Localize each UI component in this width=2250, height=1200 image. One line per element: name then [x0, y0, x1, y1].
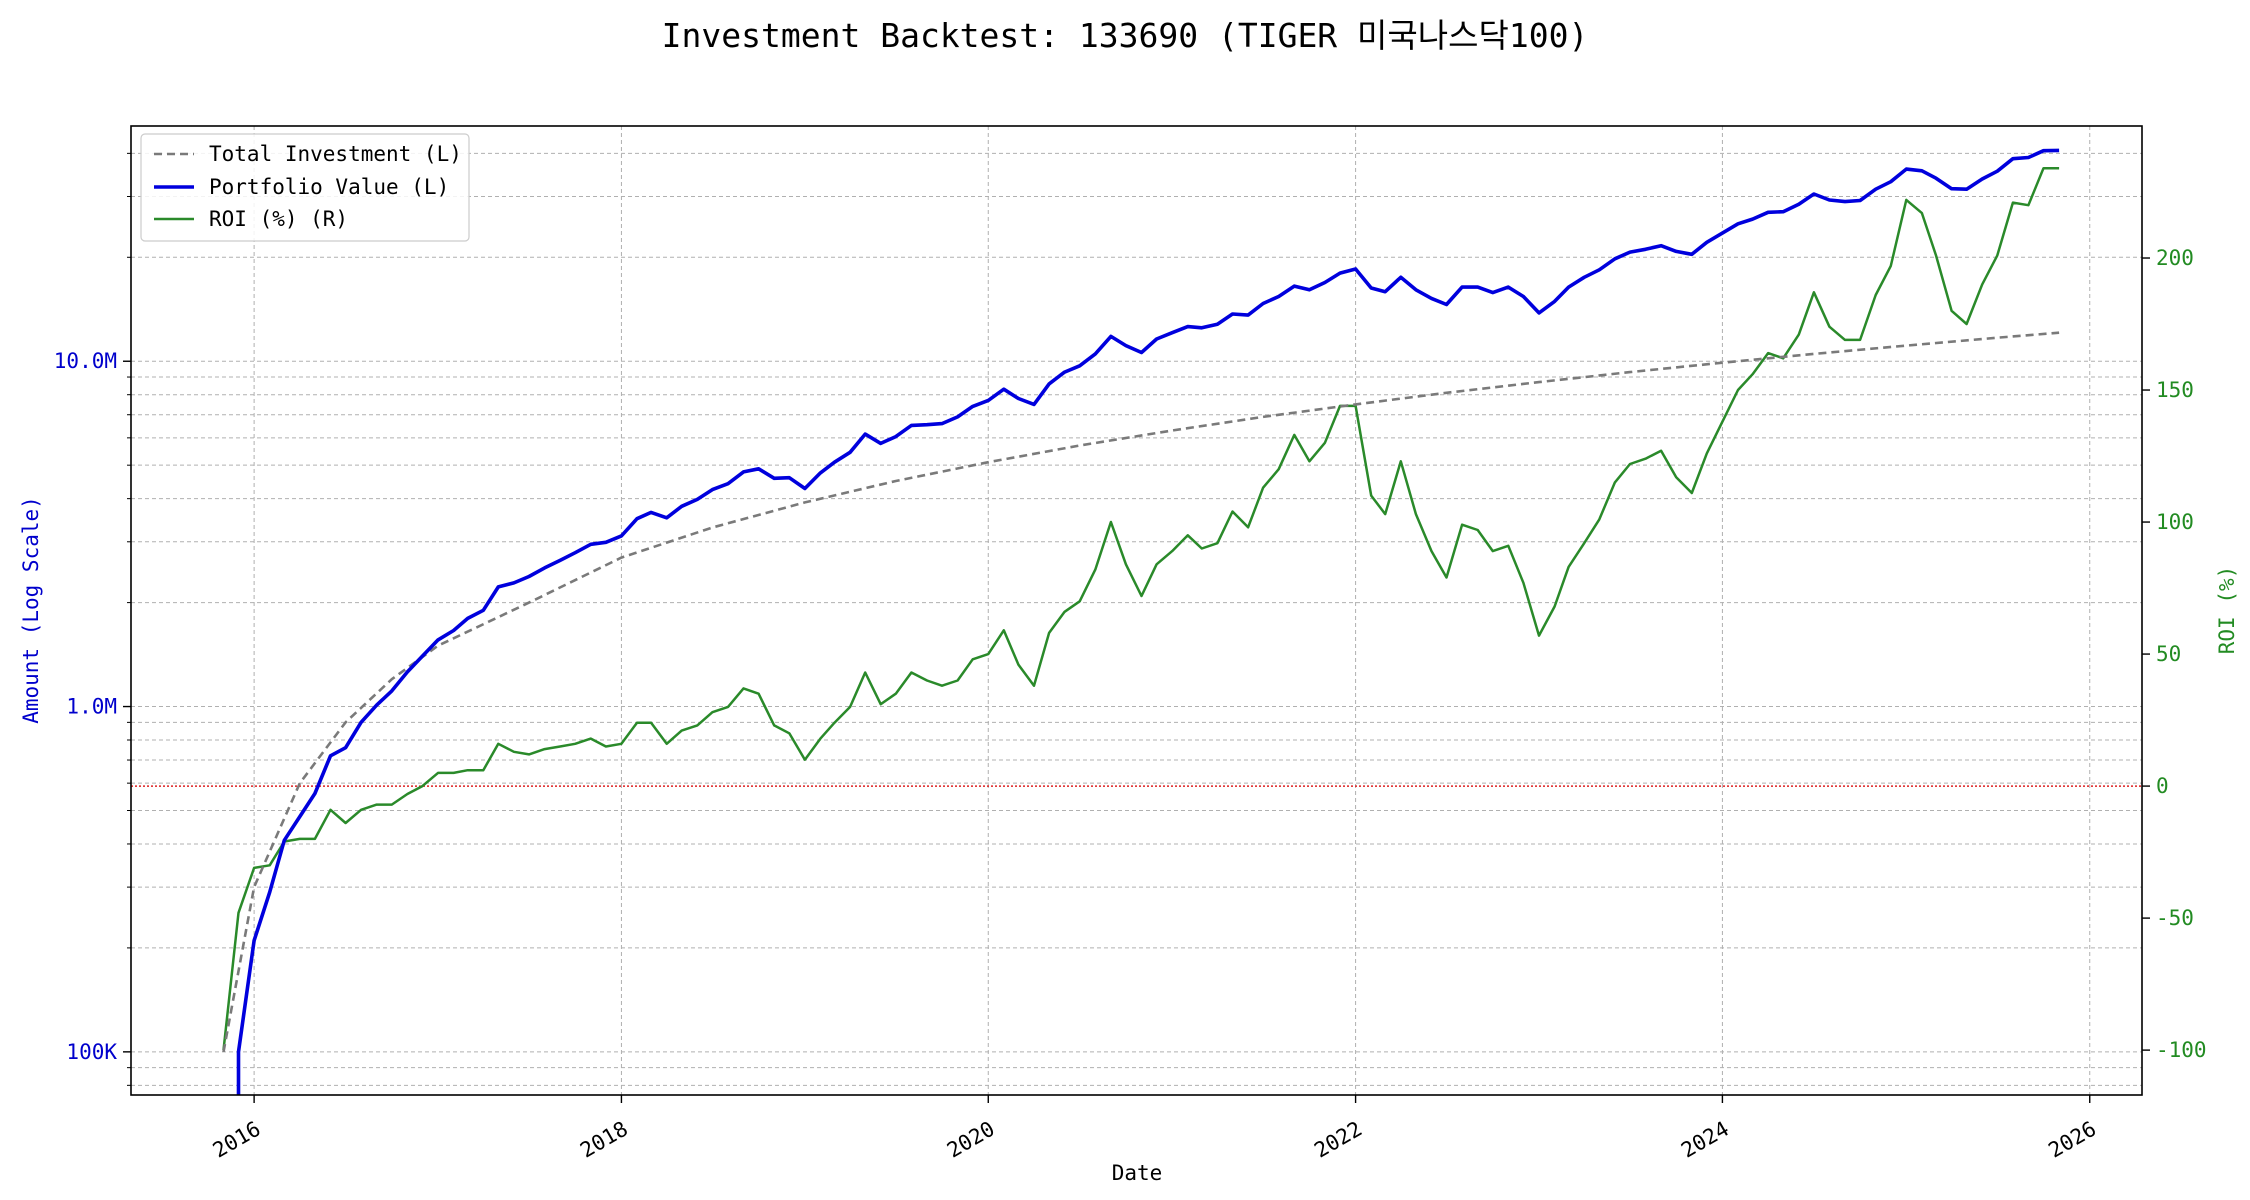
right-tick-label: 50 — [2156, 642, 2181, 666]
right-tick-label: 0 — [2156, 774, 2169, 798]
right-tick-label: -50 — [2156, 906, 2194, 930]
total-investment-line — [222, 331, 2060, 1053]
chart-title: Investment Backtest: 133690 (TIGER 미국나스닥… — [662, 16, 1589, 55]
legend-label-portfolio-value: Portfolio Value (L) — [209, 175, 449, 199]
legend-label-roi: ROI (%) (R) — [209, 207, 348, 231]
left-tick-label: 1.0M — [66, 695, 117, 719]
right-tick-label: 200 — [2156, 246, 2194, 270]
legend: Total Investment (L) Portfolio Value (L)… — [140, 133, 470, 242]
left-axis-ticks: 100K 1.0M 10.0M — [54, 152, 131, 1086]
x-axis-label: Date — [1112, 1161, 1163, 1185]
plot-frame — [130, 125, 2143, 1096]
grid-lines — [131, 126, 2142, 1095]
roi-line — [222, 166, 2060, 1051]
legend-label-total-investment: Total Investment (L) — [209, 142, 462, 166]
right-tick-label: 150 — [2156, 378, 2194, 402]
right-tick-label: -100 — [2156, 1038, 2207, 1062]
legend-box — [140, 133, 470, 242]
portfolio-value-line — [236, 148, 2060, 1095]
left-tick-label: 100K — [66, 1040, 117, 1064]
right-axis-ticks: -100 -50 0 50 100 150 200 — [2142, 246, 2207, 1062]
left-tick-label: 10.0M — [54, 349, 117, 373]
right-tick-label: 100 — [2156, 510, 2194, 534]
series-lines — [222, 148, 2060, 1095]
left-axis-label: Amount (Log Scale) — [19, 496, 43, 724]
right-axis-label: ROI (%) — [2215, 566, 2239, 655]
